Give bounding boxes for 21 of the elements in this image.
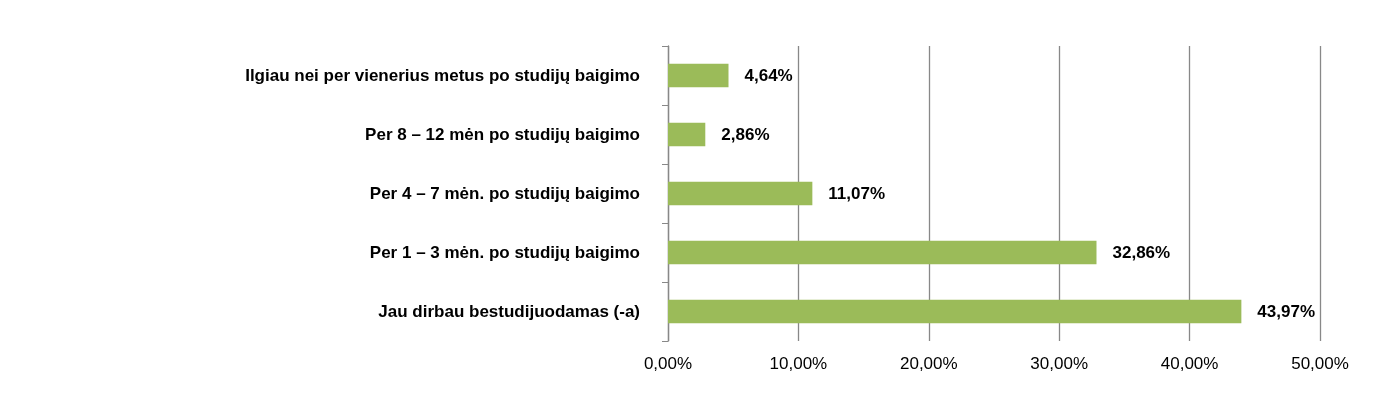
y-tick-label: Per 8 – 12 mėn po studijų baigimo — [365, 125, 640, 144]
x-tick-label: 40,00% — [1160, 354, 1219, 373]
x-tick-label: 0,00% — [643, 354, 693, 373]
bar — [668, 240, 1097, 265]
data-label: 43,97% — [1257, 302, 1316, 321]
y-tick-label: Jau dirbau bestudijuodamas (-a) — [378, 302, 640, 321]
y-tick-label: Ilgiau nei per vienerius metus po studijų baigimo — [245, 66, 640, 85]
x-tick-label: 20,00% — [899, 354, 958, 373]
y-tick-label: Per 4 – 7 mėn. po studijų baigimo — [369, 184, 640, 203]
data-label: 32,86% — [1112, 243, 1171, 262]
x-tick-label: 30,00% — [1030, 354, 1089, 373]
bar — [668, 181, 813, 206]
x-tick-label: 50,00% — [1291, 354, 1349, 373]
data-label: 2,86% — [721, 125, 770, 144]
data-label: 11,07% — [828, 184, 886, 203]
x-tick-label: 10,00% — [769, 354, 828, 373]
data-label: 4,64% — [744, 66, 793, 85]
y-tick-label: Per 1 – 3 mėn. po studijų baigimo — [369, 243, 640, 262]
bar — [668, 299, 1242, 324]
bar — [668, 122, 706, 147]
bar — [668, 63, 729, 88]
